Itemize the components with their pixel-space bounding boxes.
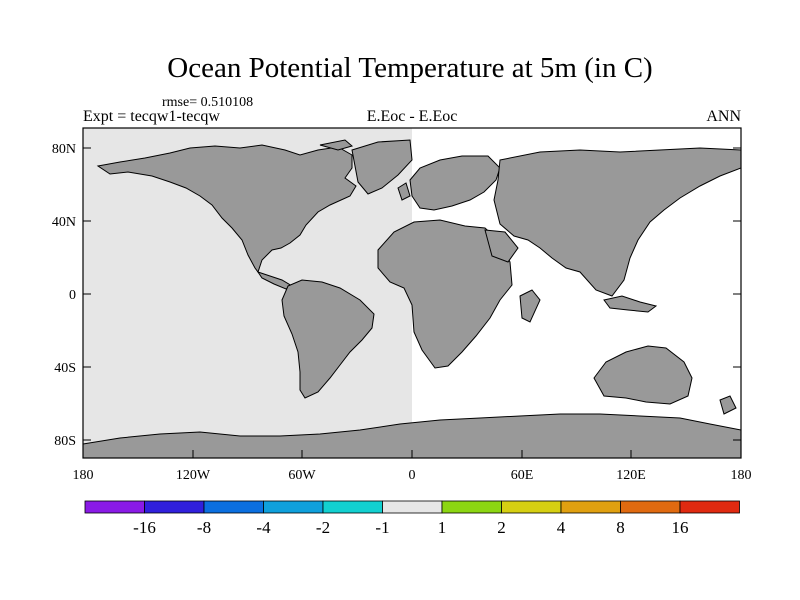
lat-label-80s: 80S — [54, 434, 76, 449]
lon-label-60w: 60W — [288, 468, 316, 483]
lat-label-40s: 40S — [54, 361, 76, 376]
lon-label-180w: 180 — [73, 468, 94, 483]
colorbar-label-5: 1 — [438, 518, 447, 537]
colorbar-box-10 — [679, 500, 740, 514]
colorbar-box-2 — [203, 500, 264, 514]
lon-label-120e: 120E — [616, 468, 646, 483]
land-europe — [409, 155, 501, 211]
colorbar-box-1 — [144, 500, 205, 514]
colorbar-box-5 — [382, 500, 443, 514]
land-arabia — [484, 229, 519, 263]
land-masses — [83, 139, 741, 458]
colorbar-label-6: 2 — [497, 518, 506, 537]
land-arctic-islands — [319, 139, 354, 151]
colorbar-label-0: -16 — [133, 518, 156, 537]
colorbar-label-7: 4 — [557, 518, 566, 537]
colorbar-label-1: -8 — [197, 518, 211, 537]
colorbar-label-2: -4 — [256, 518, 271, 537]
land-africa — [377, 219, 513, 369]
lat-label-40n: 40N — [52, 215, 76, 230]
lat-ticks — [83, 147, 741, 441]
colorbar-box-6 — [441, 500, 502, 514]
land-antarctica — [83, 413, 741, 458]
lon-label-180e: 180 — [731, 468, 752, 483]
land-south-america — [281, 279, 375, 399]
rmse-label: rmse= 0.510108 — [162, 95, 254, 110]
colorbar-box-3 — [263, 500, 324, 514]
land-greenland — [351, 139, 413, 195]
colorbar-box-9 — [620, 500, 681, 514]
colorbar-label-8: 8 — [616, 518, 625, 537]
colorbar-label-9: 16 — [672, 518, 689, 537]
lat-label-0: 0 — [69, 288, 76, 303]
plot-title: Ocean Potential Temperature at 5m (in C) — [167, 52, 653, 84]
colorbar-label-3: -2 — [316, 518, 330, 537]
land-indonesia — [603, 295, 658, 313]
lat-label-80n: 80N — [52, 142, 76, 157]
land-new-zealand — [719, 395, 737, 415]
colorbar-box-8 — [560, 500, 621, 514]
colorbar-box-7 — [501, 500, 562, 514]
lon-label-120w: 120W — [176, 468, 211, 483]
lon-ticks — [82, 450, 742, 458]
land-british-isles — [397, 182, 411, 201]
season-label: ANN — [706, 108, 741, 125]
colorbar — [84, 500, 740, 514]
land-north-america — [96, 144, 357, 274]
colorbar-label-4: -1 — [375, 518, 389, 537]
lon-label-60e: 60E — [511, 468, 534, 483]
experiment-label: Expt = tecqw1-tecqw — [83, 108, 220, 125]
lon-label-0: 0 — [409, 468, 416, 483]
land-asia — [493, 147, 741, 297]
colorbar-box-4 — [322, 500, 383, 514]
land-australia — [593, 345, 693, 405]
colorbar-box-0 — [84, 500, 145, 514]
case-label: E.Eoc - E.Eoc — [366, 108, 458, 125]
land-madagascar — [519, 289, 541, 323]
